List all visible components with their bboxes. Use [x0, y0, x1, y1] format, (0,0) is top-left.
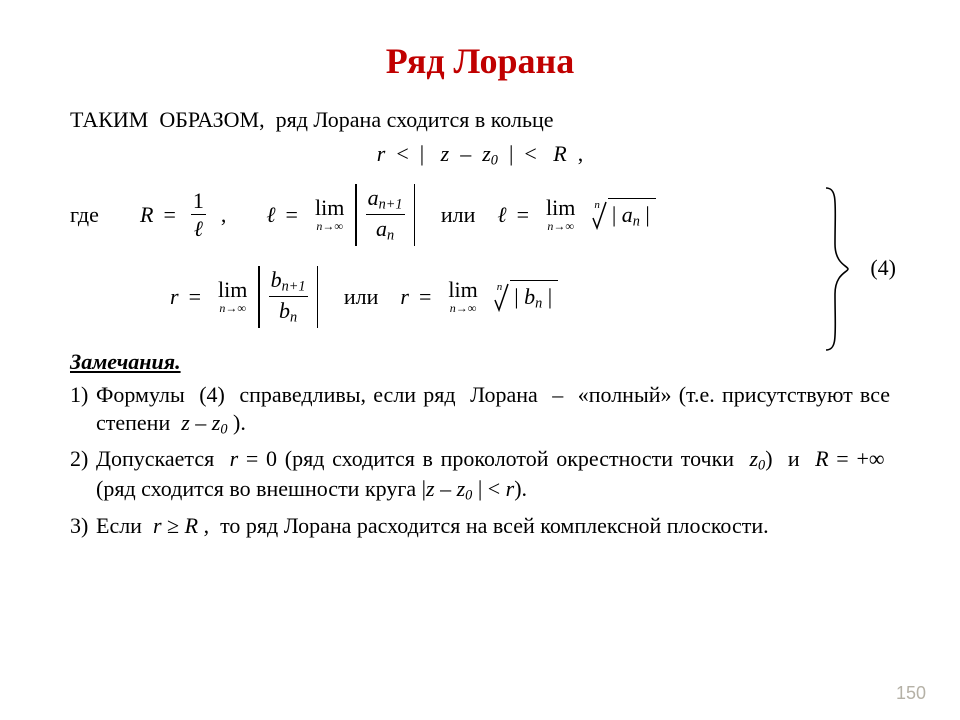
R-equals-frac: R = 1 ℓ , [140, 187, 226, 243]
remarks-heading: Замечания. [70, 348, 890, 376]
r-root: r = lim n→∞ n | bn | [400, 279, 558, 314]
where-label: где [70, 201, 140, 229]
formula-row-r: r = lim n→∞ bn+1 bn [70, 266, 890, 328]
equation-number: (4) [870, 254, 896, 282]
ell-root: ℓ = lim n→∞ n | an | [497, 197, 655, 232]
formula-block: где R = 1 ℓ , ℓ = lim [70, 184, 890, 328]
or-label-1: или [441, 201, 476, 229]
formula-row-ell: где R = 1 ℓ , ℓ = lim [70, 184, 890, 246]
slide-title: Ряд Лорана [70, 40, 890, 82]
right-brace-icon [820, 184, 850, 354]
ell-ratio: ℓ = lim n→∞ an+1 an [266, 184, 418, 246]
remark-3: 3) Если r ≥ R , то ряд Лорана расходится… [70, 512, 890, 540]
remark-2: 2) Допускается r = 0 (ряд сходится в про… [70, 445, 890, 506]
lim-icon: lim n→∞ [311, 197, 348, 232]
annulus-formula: r < | z – z0 | < R , [70, 140, 890, 170]
r-ratio: r = lim n→∞ bn+1 bn [170, 266, 322, 328]
remark-1: 1) Формулы (4) справедливы, если ряд Лор… [70, 381, 890, 439]
sym-r: r [377, 141, 386, 166]
intro-text: ТАКИМ ОБРАЗОМ, ряд Лорана сходится в кол… [70, 106, 890, 134]
or-label-2: или [344, 283, 379, 311]
page-number: 150 [896, 683, 926, 704]
